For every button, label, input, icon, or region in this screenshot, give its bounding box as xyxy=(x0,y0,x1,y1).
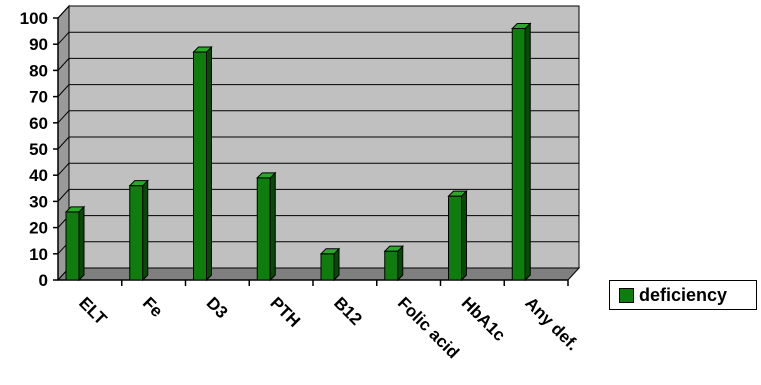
y-tick-label: 0 xyxy=(39,271,48,290)
y-tick-label: 40 xyxy=(29,166,48,185)
y-tick-label: 20 xyxy=(29,219,48,238)
y-tick-label: 50 xyxy=(29,140,48,159)
x-tick-label: Fe xyxy=(139,293,166,320)
y-tick-label: 60 xyxy=(29,114,48,133)
gridlines xyxy=(57,5,579,255)
bar-front xyxy=(384,250,399,281)
bar-side xyxy=(461,189,467,282)
x-tick-label: B12 xyxy=(330,293,365,328)
bar-side xyxy=(206,45,212,282)
bar xyxy=(128,179,149,282)
bar-side xyxy=(78,205,85,282)
x-tick-label: PTH xyxy=(266,293,303,330)
bar xyxy=(256,171,277,282)
y-tick-labels: 0 10 20 30 40 50 60 70 80 90 100 xyxy=(20,9,58,290)
gridline-side xyxy=(57,31,70,45)
y-tick-label: 30 xyxy=(29,192,48,211)
bar-side xyxy=(397,244,404,282)
bar-top xyxy=(319,248,341,255)
x-tick-label: Folic acid xyxy=(394,293,463,362)
bar-side xyxy=(524,22,531,282)
bar-top xyxy=(447,190,468,197)
y-tick-label: 80 xyxy=(29,61,48,80)
bar xyxy=(511,22,532,282)
legend-swatch xyxy=(619,287,634,303)
legend: deficiency xyxy=(609,280,757,310)
bar-top xyxy=(64,206,86,213)
gridline-side xyxy=(57,189,70,202)
gridline-side xyxy=(57,84,70,97)
bar xyxy=(64,205,86,282)
bar-top xyxy=(256,172,277,179)
bar-side xyxy=(269,171,276,282)
bar-side xyxy=(142,179,149,282)
bar-front xyxy=(65,211,80,281)
gridline-side xyxy=(57,162,70,176)
gridline-side xyxy=(57,5,70,19)
gridline-side xyxy=(57,110,70,124)
x-tick-label: HbA1c xyxy=(458,293,510,345)
bar-top xyxy=(128,180,149,187)
bar-front xyxy=(129,185,144,281)
bar xyxy=(447,189,468,282)
x-tick-label: Any def. xyxy=(521,293,582,354)
y-tick-label: 10 xyxy=(29,245,48,264)
gridline-side xyxy=(57,136,70,150)
x-tick-label: D3 xyxy=(203,293,232,322)
bar-front xyxy=(193,51,207,281)
y-tick-label: 70 xyxy=(29,88,48,107)
bar-top xyxy=(511,22,532,29)
bar-front xyxy=(320,253,335,281)
y-tick-label: 100 xyxy=(20,9,48,28)
y-tick-label: 90 xyxy=(29,35,48,54)
gridline-side xyxy=(57,58,70,71)
bar xyxy=(192,45,213,282)
bar-top xyxy=(192,46,213,53)
bar-front xyxy=(511,27,526,281)
bar xyxy=(383,244,404,282)
legend-label: deficiency xyxy=(639,284,728,305)
x-tick-label: ELT xyxy=(75,293,111,329)
bar-front xyxy=(256,177,271,281)
bar xyxy=(319,247,341,282)
bar-top xyxy=(383,245,404,252)
bars xyxy=(64,22,532,282)
bar-front xyxy=(448,195,462,281)
